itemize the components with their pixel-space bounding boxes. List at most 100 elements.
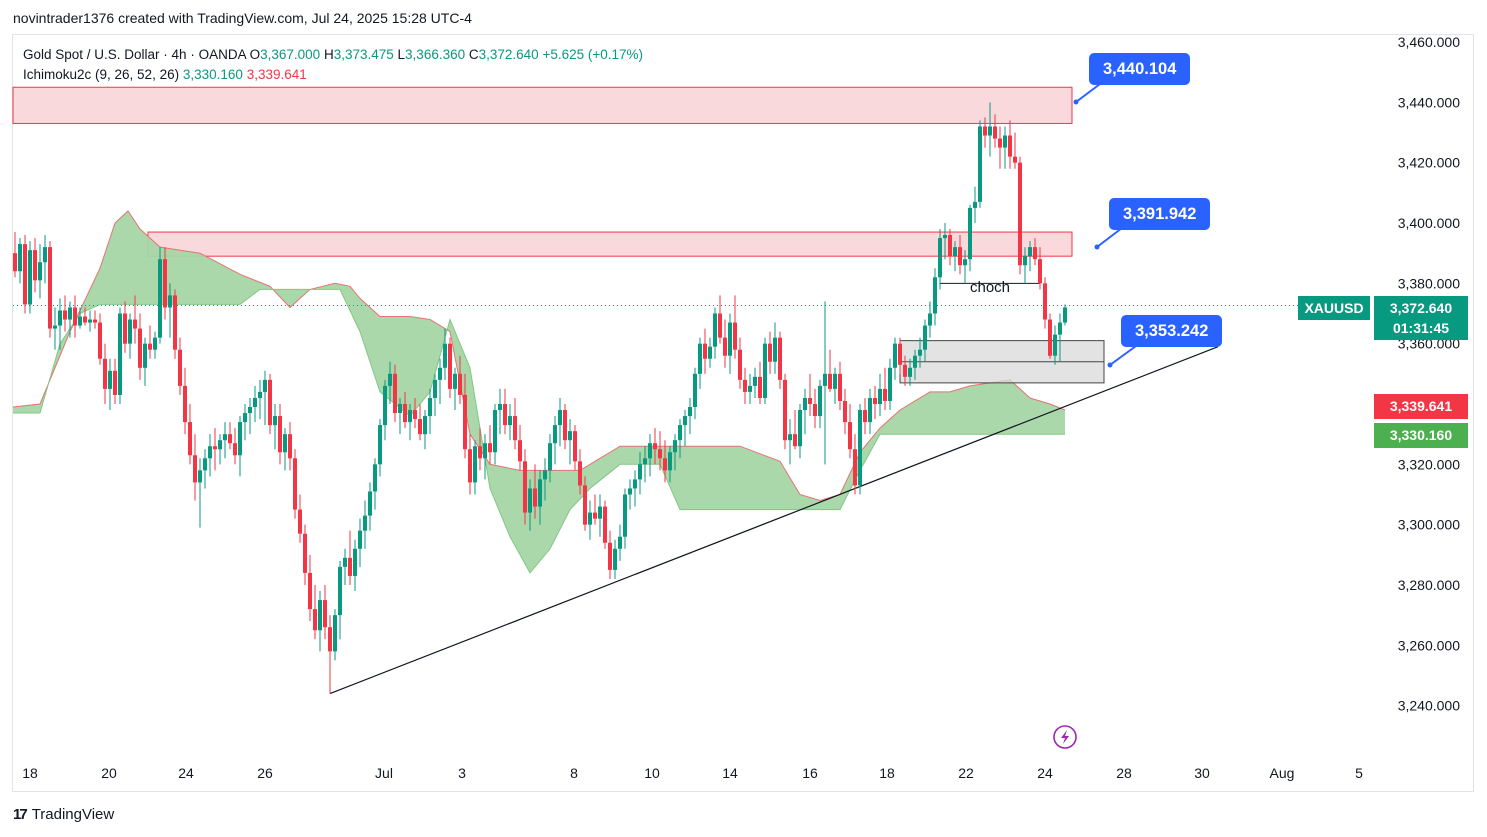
indicator-name[interactable]: Ichimoku2c (9, 26, 52, 26) [23,67,180,82]
span-a-tag: 3,330.160 [1374,423,1468,448]
time-axis[interactable]: 18 20 24 26 Jul 3 8 10 14 16 18 22 24 28 30 Aug 5 [22,765,1363,781]
candle-body [968,207,972,260]
candle-body [718,313,722,338]
candle-body [808,397,812,404]
candle-body [158,259,162,338]
candle-body [678,425,682,441]
resistance-zone [147,231,1073,257]
candle-body [618,536,622,549]
candle-body [648,443,652,459]
candle-body [763,343,767,398]
candle-body [483,443,487,459]
candle-body [788,434,792,441]
candle-body [423,416,427,435]
symbol-row: Gold Spot / U.S. Dollar · 4h · OANDA O3,… [23,45,643,65]
candle-body [293,458,297,510]
last-price-value: 3,372.640 [1389,300,1453,316]
candle-body [978,126,982,202]
candle-body [913,355,917,368]
callout-anchor [1073,99,1079,105]
candle-body [313,609,317,631]
callout-3391[interactable]: 3,391.942 [1109,198,1211,230]
tv-logo-icon: 17 [13,806,28,823]
flash-icon[interactable] [1053,725,1077,749]
time-tick-label: 10 [644,765,660,781]
annotation-layer: choch [970,83,1137,368]
time-tick-label: 24 [178,765,194,781]
tradingview-logo[interactable]: 17 TradingView [13,806,114,823]
candle-body [463,394,467,450]
candle-body [353,548,357,576]
candle-body [43,247,47,263]
candle-body [378,425,382,465]
candle-body [508,416,512,426]
candle-body [23,244,27,305]
candles [13,102,1067,694]
candle-body [973,201,977,208]
candle-body [903,364,907,377]
candle-body [328,627,332,652]
time-tick-label: 16 [802,765,818,781]
price-tick-label: 3,240.000 [1398,698,1460,714]
candle-body [1033,247,1037,260]
candle-body [878,388,882,404]
candle-body [258,391,262,398]
candle-body [698,343,702,374]
price-axis[interactable]: 3,460.000 3,440.000 3,420.000 3,400.000 3,38… [1398,34,1460,714]
candle-body [923,325,927,350]
candle-body [83,316,87,323]
callout-connector [1109,345,1137,366]
candle-body [163,259,167,308]
high-value: 3,373.475 [333,47,394,62]
candle-body [853,449,857,486]
close-value: 3,372.640 [478,47,539,62]
callout-3353[interactable]: 3,353.242 [1121,315,1223,347]
candle-body [393,373,397,414]
candle-body [528,488,532,513]
candle-body [663,458,667,471]
candle-body [893,343,897,368]
candle-body [193,455,197,483]
candle-body [638,464,642,480]
candle-body [93,319,97,323]
candle-body [48,247,52,329]
candle-body [63,310,67,320]
candle-body [458,373,462,395]
time-tick-label: 20 [101,765,117,781]
candle-body [388,373,392,386]
candle-body [338,566,342,616]
candle-body [38,262,42,281]
candle-body [553,425,557,444]
candle-body [218,440,222,450]
candle-body [518,440,522,462]
candle-body [398,403,402,414]
candle-body [428,397,432,417]
candle-body [228,434,232,444]
candle-body [503,403,507,426]
candle-body [53,325,57,329]
time-tick-label: Aug [1270,765,1295,781]
candle-body [998,138,1002,148]
price-tick-label: 3,300.000 [1398,517,1460,533]
callout-anchor [1107,362,1113,368]
candle-body [363,515,367,531]
candle-body [883,388,887,401]
candle-body [873,397,877,404]
candle-body [263,379,267,392]
candle-body [418,419,422,435]
chart-credit: novintrader1376 created with TradingView… [13,10,472,26]
candle-body [558,410,562,426]
candle-body [623,494,627,537]
candle-body [988,126,992,136]
indicator-row: Ichimoku2c (9, 26, 52, 26) 3,330.160 3,3… [23,65,643,85]
bar-countdown: 01:31:45 [1392,320,1450,336]
callout-3440[interactable]: 3,440.104 [1089,53,1191,85]
candle-body [733,322,737,350]
candle-body [288,434,292,459]
candle-body [473,446,477,483]
trendline [329,346,1219,695]
ichimoku-cloud [12,210,1066,574]
candle-body [818,385,822,417]
candle-body [253,397,257,408]
